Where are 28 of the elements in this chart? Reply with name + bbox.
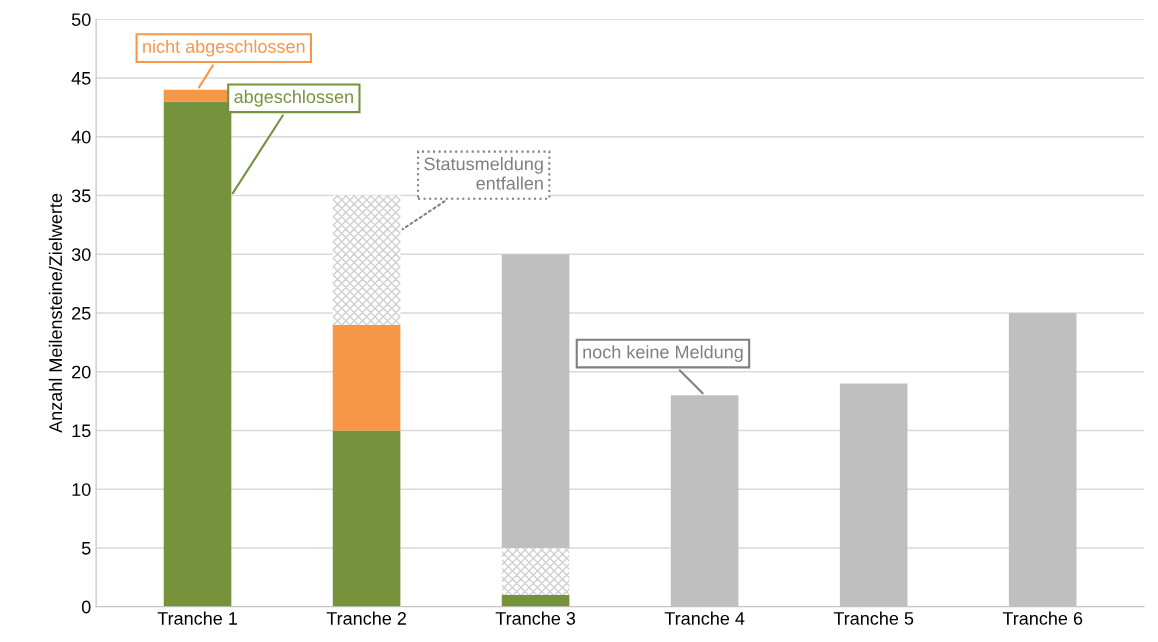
x-tick-label: Tranche 6 — [1002, 611, 1083, 625]
bar — [501, 254, 570, 548]
y-tick-label: 10 — [72, 483, 91, 496]
y-tick-label: 0 — [81, 600, 91, 614]
bar — [332, 324, 401, 431]
bar — [332, 195, 401, 325]
y-tick-label: 5 — [81, 542, 91, 555]
y-tick-label: 25 — [72, 306, 91, 320]
y-tick-label: 35 — [71, 189, 91, 203]
y-tick-label: 15 — [72, 424, 91, 438]
y-axis-title: Anzahl Meilensteine/Zielwerte — [48, 193, 63, 433]
y-tick-label: 50 — [71, 13, 91, 26]
x-tick-label: Tranche 5 — [833, 611, 914, 625]
y-tick-label: 40 — [71, 130, 91, 144]
bar — [501, 547, 570, 595]
bar — [501, 594, 570, 607]
text: nicht abgeschlossen — [143, 39, 305, 57]
series-label: Statusmeldung entfallen — [424, 157, 543, 190]
y-tick-label: 30 — [71, 248, 91, 261]
x-tick-label: Tranche 2 — [326, 611, 406, 625]
bar — [332, 430, 401, 607]
x-tick-label: Tranche 3 — [495, 611, 576, 625]
x-tick-label: Tranche 1 — [157, 611, 237, 625]
y-tick-label: 20 — [72, 365, 91, 379]
series-label: abgeschlossen — [234, 89, 353, 107]
x-tick-label: Tranche 4 — [664, 611, 745, 625]
series-label: noch keine Meldung — [583, 345, 743, 362]
y-tick-label: 45 — [71, 72, 91, 85]
